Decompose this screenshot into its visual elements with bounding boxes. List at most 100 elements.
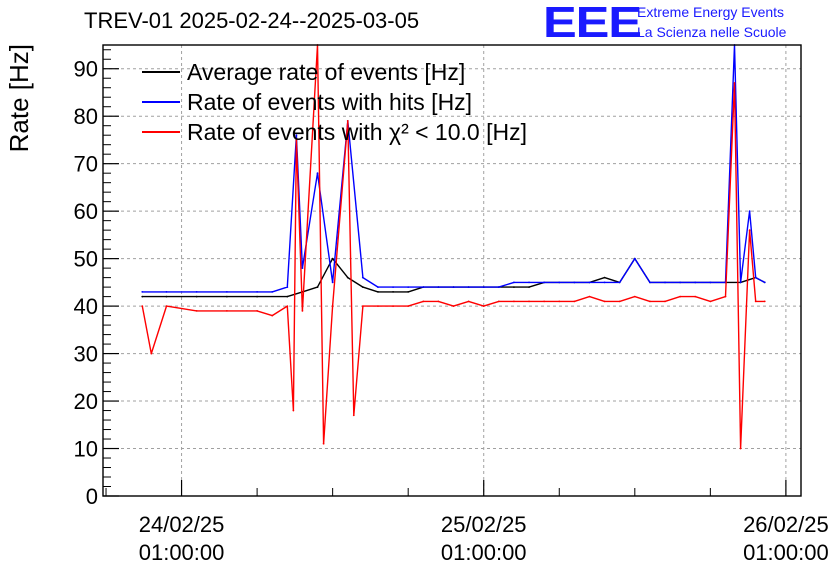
data-point [422,300,425,303]
data-point [407,305,410,308]
data-point [377,290,379,293]
y-tick-label: 0 [86,484,98,509]
data-point [361,286,364,289]
data-point [331,305,334,308]
data-point [497,300,500,303]
data-point [165,295,168,298]
legend-label: Average rate of events [Hz] [187,59,465,85]
data-point [361,305,364,308]
data-point [295,134,298,137]
data-point [739,281,742,284]
data-point [467,286,470,289]
data-point [392,286,394,289]
data-point [573,300,576,303]
data-point [292,409,295,412]
data-point [603,276,606,279]
data-point [482,286,485,289]
data-point [513,286,515,289]
data-point [497,286,500,289]
data-point [256,309,259,312]
data-point [377,286,379,289]
data-point [763,281,766,284]
data-point [301,309,304,312]
data-point [543,281,546,284]
data-point [407,290,410,293]
logo-subtitle-line2: La Scienza nelle Scuole [637,24,787,40]
data-point [346,120,349,122]
x-tick-label-date: 25/02/25 [441,512,527,537]
data-point [528,281,530,284]
data-point [141,305,144,308]
data-point [558,281,561,284]
data-point [195,309,198,312]
data-point [422,286,425,289]
y-tick-label: 10 [74,437,98,462]
data-point [392,290,394,293]
data-point [618,281,621,284]
data-point [618,300,621,303]
series-line-3 [141,44,765,450]
data-point [316,286,319,289]
data-point [528,300,530,303]
y-axis-label: Rate [Hz] [4,44,34,152]
data-point [331,281,334,284]
data-point [679,281,682,284]
data-point [633,257,636,260]
data-point [528,286,530,289]
data-point [763,300,766,303]
logo-subtitle-line1: Extreme Energy Events [637,4,785,20]
data-point [407,286,410,289]
data-point [165,290,168,293]
series-line-2 [142,44,766,293]
plot-area [103,45,801,496]
data-point [437,300,440,303]
legend-label: Rate of events with χ² < 10.0 [Hz] [187,119,527,145]
data-point [316,172,319,175]
x-tick-label-time: 01:00:00 [441,540,527,565]
data-point [588,281,591,284]
data-point [331,257,334,260]
data-point [361,276,364,279]
chart-title: TREV-01 2025-02-24--2025-03-05 [84,8,420,33]
data-point [195,295,198,298]
data-point [150,352,153,355]
data-point [452,305,455,308]
y-tick-label: 20 [74,389,98,414]
data-point [664,281,666,284]
data-point [392,305,394,308]
data-point [286,295,289,298]
data-point [558,300,561,303]
data-point [225,309,228,312]
data-point [588,295,591,298]
plot-frame [102,44,802,497]
data-point [256,295,259,298]
x-tick-label-date: 26/02/25 [743,512,829,537]
data-point [754,276,757,279]
data-point [573,281,576,284]
data-point [748,229,751,232]
y-tick-label: 60 [74,199,98,224]
data-point [352,414,355,417]
data-point [141,290,144,293]
data-point [225,295,228,298]
data-point [603,300,606,303]
data-point [739,447,742,450]
data-point [271,290,274,293]
y-tick-label: 50 [74,247,98,272]
y-tick-label: 30 [74,342,98,367]
x-tick-label-date: 24/02/25 [139,512,225,537]
data-point [679,295,682,298]
y-tick-label: 70 [74,152,98,177]
data-point [754,300,757,303]
data-point [452,286,455,289]
data-point [437,286,440,289]
data-point [733,82,736,84]
data-point [543,300,546,303]
data-point [709,300,712,303]
data-point [295,139,298,141]
x-tick-label-time: 01:00:00 [743,540,829,565]
data-point [286,286,289,289]
x-tick-label-time: 01:00:00 [139,540,225,565]
data-point [271,314,274,317]
